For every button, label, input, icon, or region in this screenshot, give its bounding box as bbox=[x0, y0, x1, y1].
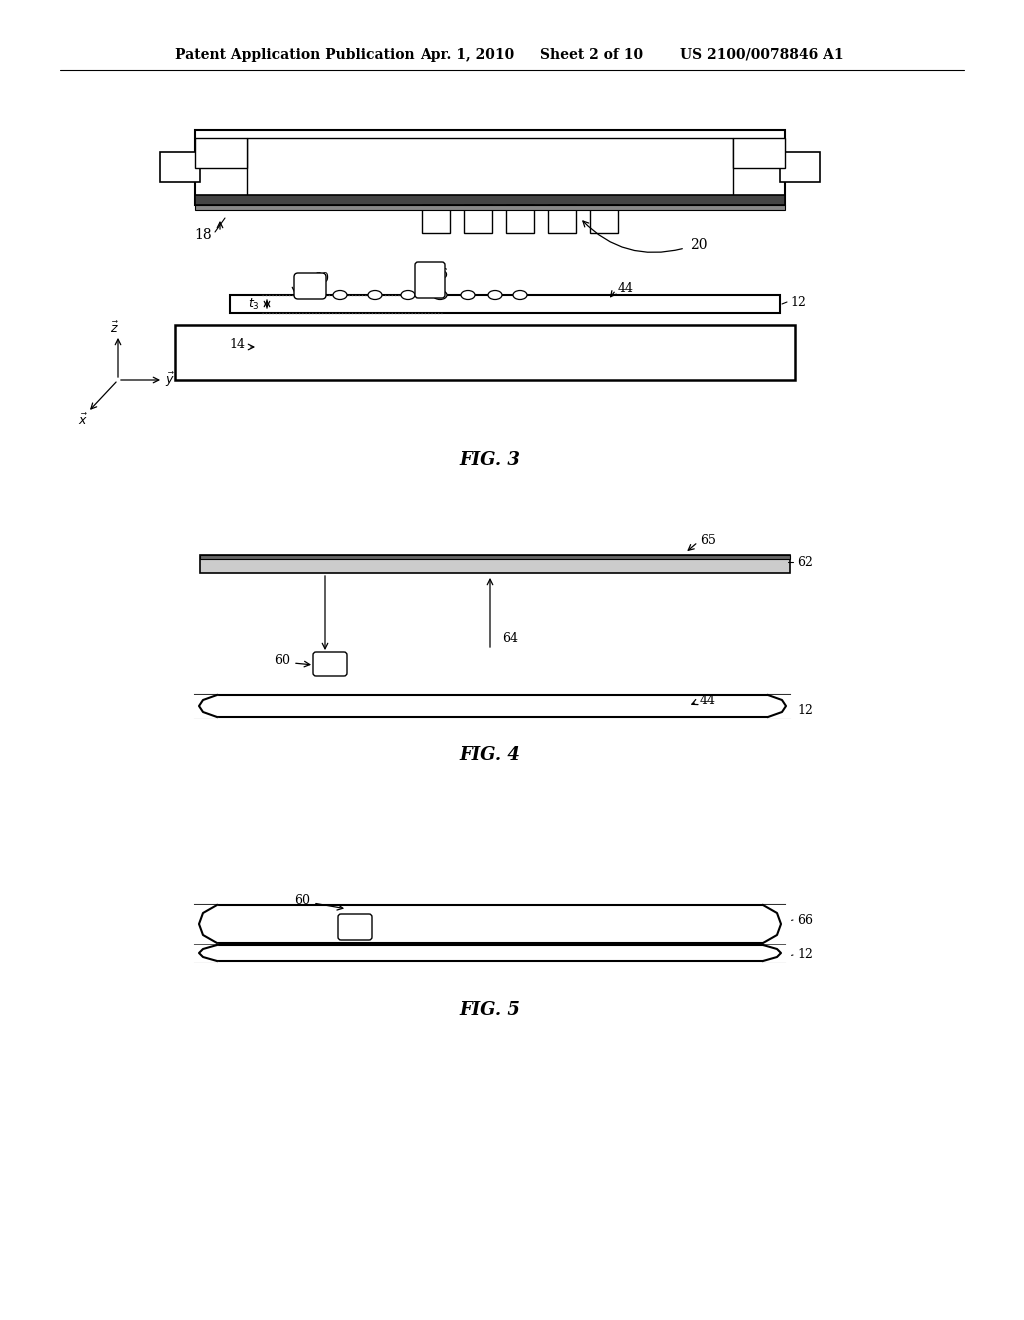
Ellipse shape bbox=[433, 290, 447, 300]
Ellipse shape bbox=[368, 290, 382, 300]
FancyBboxPatch shape bbox=[294, 273, 326, 300]
Bar bbox=[780, 152, 820, 182]
Ellipse shape bbox=[461, 290, 475, 300]
Bar bbox=[464, 205, 492, 234]
Bar bbox=[548, 205, 575, 234]
Text: Sheet 2 of 10: Sheet 2 of 10 bbox=[540, 48, 643, 62]
Ellipse shape bbox=[333, 290, 347, 300]
Text: Patent Application Publication: Patent Application Publication bbox=[175, 48, 415, 62]
Text: 18: 18 bbox=[195, 228, 212, 242]
Bar bbox=[195, 696, 790, 717]
Text: FIG. 3: FIG. 3 bbox=[460, 451, 520, 469]
Ellipse shape bbox=[401, 290, 415, 300]
Bar bbox=[195, 205, 785, 210]
Bar bbox=[195, 129, 785, 205]
Text: Apr. 1, 2010: Apr. 1, 2010 bbox=[420, 48, 514, 62]
Text: 12: 12 bbox=[790, 296, 806, 309]
Text: 64: 64 bbox=[502, 631, 518, 644]
Text: $\vec{x}$: $\vec{x}$ bbox=[78, 412, 88, 428]
Bar bbox=[230, 294, 780, 313]
Text: FIG. 4: FIG. 4 bbox=[460, 746, 520, 764]
Bar bbox=[195, 195, 785, 205]
Text: 36: 36 bbox=[432, 268, 449, 281]
FancyBboxPatch shape bbox=[415, 261, 445, 298]
Text: 66: 66 bbox=[797, 913, 813, 927]
Text: 60: 60 bbox=[313, 272, 329, 285]
Text: 62: 62 bbox=[797, 556, 813, 569]
Bar bbox=[200, 554, 790, 573]
Bar bbox=[160, 152, 200, 182]
Text: $t_3$: $t_3$ bbox=[248, 297, 260, 312]
Text: 12: 12 bbox=[797, 949, 813, 961]
Ellipse shape bbox=[488, 290, 502, 300]
Bar bbox=[733, 139, 785, 168]
Bar bbox=[175, 325, 795, 380]
Text: 14: 14 bbox=[229, 338, 245, 351]
Bar bbox=[247, 139, 733, 197]
Text: 44: 44 bbox=[618, 281, 634, 294]
Text: US 2100/0078846 A1: US 2100/0078846 A1 bbox=[680, 48, 844, 62]
Ellipse shape bbox=[513, 290, 527, 300]
Bar bbox=[195, 139, 247, 168]
Bar bbox=[590, 205, 618, 234]
Text: 12: 12 bbox=[797, 704, 813, 717]
Bar bbox=[195, 945, 785, 961]
Bar bbox=[422, 205, 450, 234]
Text: 60: 60 bbox=[294, 894, 310, 907]
Bar bbox=[195, 906, 785, 942]
Text: 44: 44 bbox=[700, 693, 716, 706]
Text: 60: 60 bbox=[274, 653, 290, 667]
Bar bbox=[200, 554, 790, 558]
Text: $\vec{y}$: $\vec{y}$ bbox=[165, 371, 175, 389]
Text: FIG. 5: FIG. 5 bbox=[460, 1001, 520, 1019]
Text: 65: 65 bbox=[700, 533, 716, 546]
FancyBboxPatch shape bbox=[338, 913, 372, 940]
Text: $\vec{z}$: $\vec{z}$ bbox=[111, 321, 120, 335]
FancyBboxPatch shape bbox=[313, 652, 347, 676]
Text: 20: 20 bbox=[690, 238, 708, 252]
Bar bbox=[506, 205, 534, 234]
